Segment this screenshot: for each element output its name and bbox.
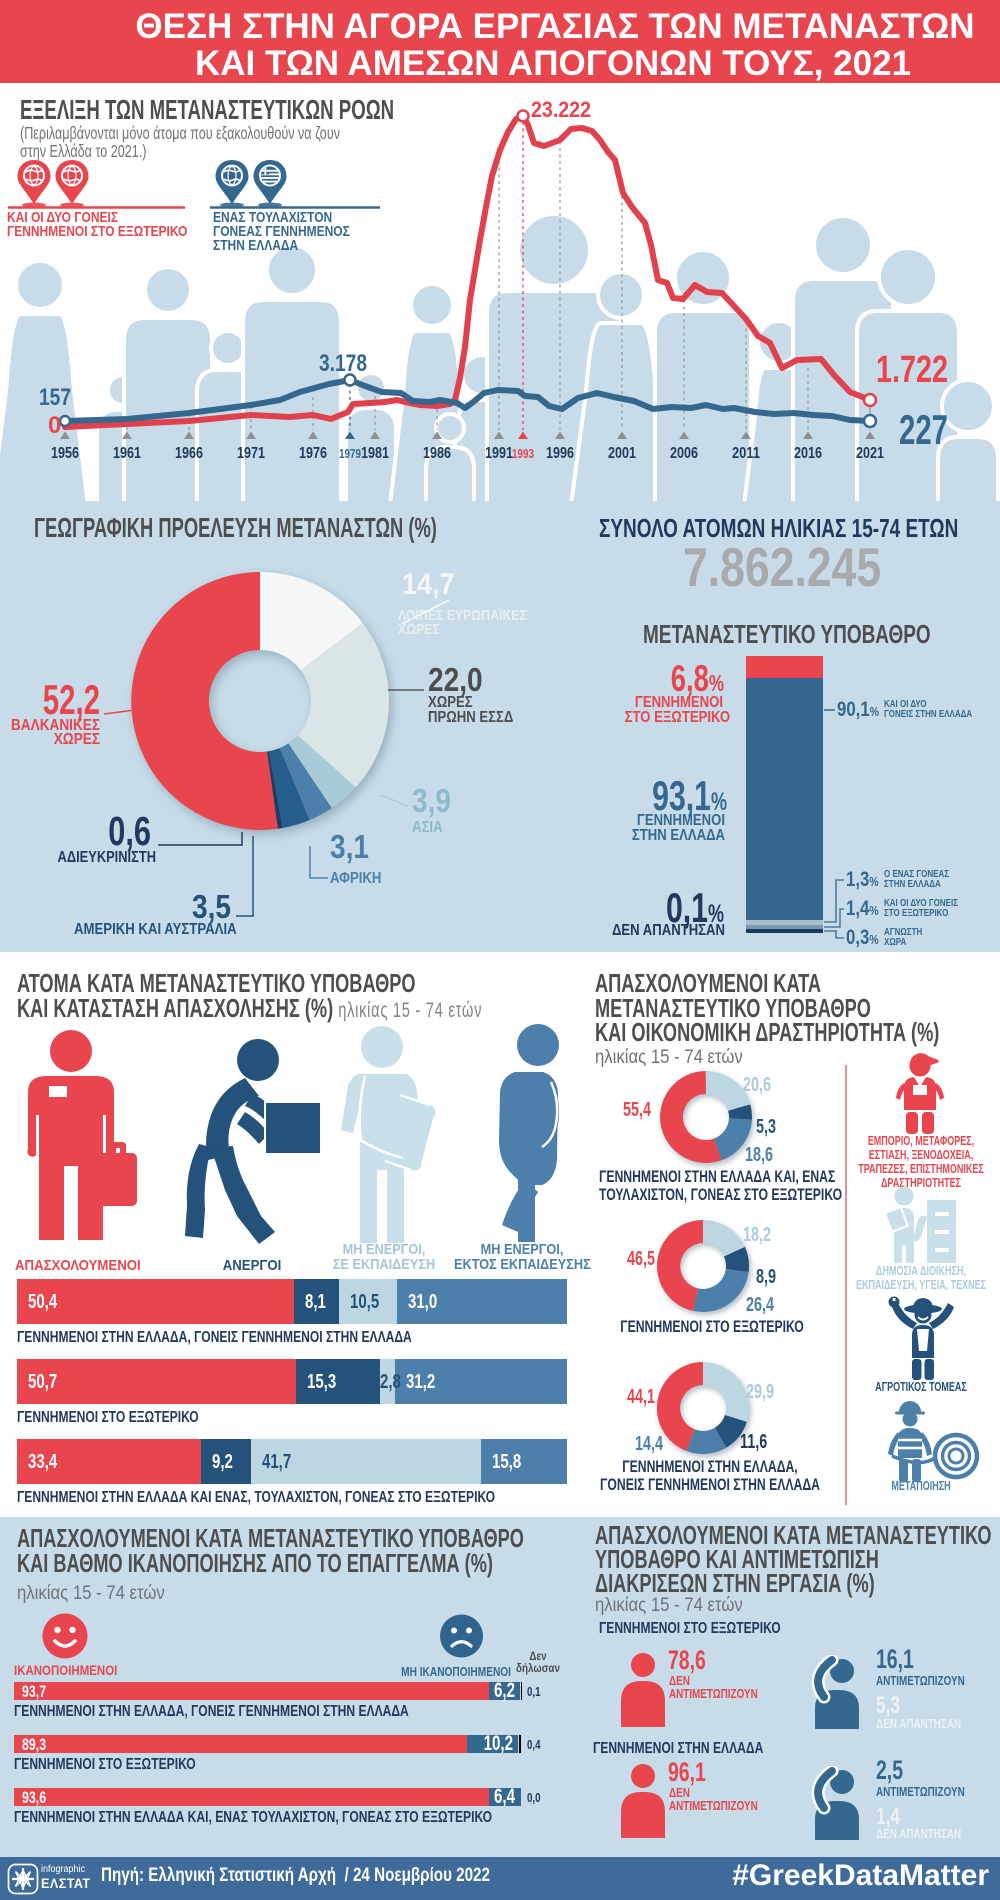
svg-text:1956: 1956 <box>51 445 79 462</box>
svg-text:1971: 1971 <box>237 445 265 462</box>
svg-text:1979: 1979 <box>339 446 361 461</box>
svg-text:1961: 1961 <box>113 445 141 462</box>
svg-text:2011: 2011 <box>732 445 760 462</box>
svg-text:1996: 1996 <box>546 445 574 462</box>
svg-text:23.222: 23.222 <box>531 97 591 122</box>
svg-text:3.178: 3.178 <box>319 350 367 377</box>
svg-text:1976: 1976 <box>299 445 327 462</box>
svg-text:227: 227 <box>899 406 948 453</box>
svg-text:2016: 2016 <box>794 445 822 462</box>
svg-text:1966: 1966 <box>175 445 203 462</box>
svg-text:1986: 1986 <box>423 445 451 462</box>
svg-text:1991: 1991 <box>485 445 513 462</box>
svg-text:2001: 2001 <box>608 445 636 462</box>
svg-text:1993: 1993 <box>512 446 534 461</box>
svg-text:1981: 1981 <box>361 445 389 462</box>
svg-text:157: 157 <box>39 384 71 411</box>
svg-text:0: 0 <box>48 412 61 439</box>
svg-text:2006: 2006 <box>670 445 698 462</box>
svg-text:1.722: 1.722 <box>876 349 948 391</box>
svg-text:2021: 2021 <box>856 445 884 462</box>
